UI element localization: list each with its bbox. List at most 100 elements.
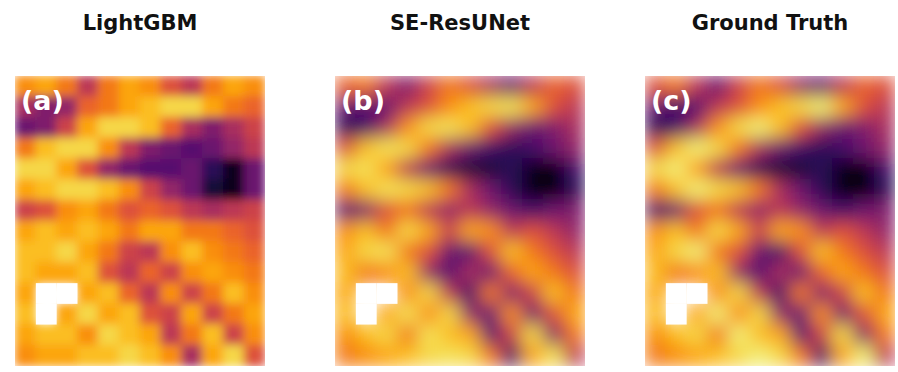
cell (35, 241, 57, 263)
cell (874, 158, 895, 180)
cell (77, 138, 99, 160)
cell (35, 158, 57, 180)
cell (418, 303, 440, 325)
cell (728, 345, 750, 366)
cell (480, 283, 502, 305)
cell (728, 76, 750, 97)
heatmap-cells (335, 76, 585, 366)
cell (543, 324, 565, 346)
cell (522, 345, 544, 366)
cell (811, 158, 833, 180)
cell (645, 117, 666, 139)
cell (770, 96, 792, 118)
cell (564, 283, 585, 305)
cell (564, 76, 585, 97)
cell (397, 221, 419, 243)
cell (770, 303, 792, 325)
cell (645, 283, 666, 305)
nodata-cells (36, 283, 78, 324)
nodata-cells (666, 283, 708, 324)
cell (686, 200, 708, 222)
cell (181, 262, 203, 284)
cell (853, 138, 875, 160)
cell (15, 241, 36, 263)
heatmap-cells (15, 76, 265, 366)
cell (543, 241, 565, 263)
cell (543, 76, 565, 97)
cell (355, 221, 377, 243)
cell (77, 262, 99, 284)
cell (181, 138, 203, 160)
cell (77, 158, 99, 180)
cell (707, 179, 729, 201)
cell (832, 138, 854, 160)
cell (770, 200, 792, 222)
cell (707, 200, 729, 222)
cell (160, 303, 182, 325)
cell (376, 200, 398, 222)
cell (686, 179, 708, 201)
cell (770, 76, 792, 97)
cell (543, 117, 565, 139)
cell (15, 324, 36, 346)
cell (56, 179, 78, 201)
cell (418, 96, 440, 118)
nodata-cell (377, 283, 398, 304)
cell (460, 117, 482, 139)
cell (811, 179, 833, 201)
cell (223, 179, 245, 201)
cell (202, 117, 224, 139)
cell (98, 158, 120, 180)
cell (418, 117, 440, 139)
cell (98, 303, 120, 325)
cell (418, 283, 440, 305)
cell (874, 117, 895, 139)
cell (543, 138, 565, 160)
cell (749, 158, 771, 180)
heatmap-panel (15, 76, 265, 366)
cell (223, 221, 245, 243)
cell (770, 345, 792, 366)
cell (335, 200, 356, 222)
cell (202, 179, 224, 201)
cell (707, 303, 729, 325)
cell (140, 221, 162, 243)
cell (480, 117, 502, 139)
cell (160, 158, 182, 180)
cell (564, 117, 585, 139)
cell (811, 345, 833, 366)
cell (564, 303, 585, 325)
cell (376, 324, 398, 346)
cell (160, 96, 182, 118)
nodata-cell (666, 304, 687, 325)
cell (418, 179, 440, 201)
cell (223, 262, 245, 284)
cell (522, 241, 544, 263)
cell (418, 241, 440, 263)
cell (749, 221, 771, 243)
cell (728, 117, 750, 139)
cell (119, 76, 141, 97)
cell (832, 158, 854, 180)
cell (543, 96, 565, 118)
cell (98, 241, 120, 263)
cell (853, 76, 875, 97)
cell (790, 221, 812, 243)
cell (160, 241, 182, 263)
cell (418, 345, 440, 366)
cell (376, 241, 398, 263)
cell (811, 96, 833, 118)
cell (418, 200, 440, 222)
cell (397, 283, 419, 305)
cell (645, 324, 666, 346)
cell (480, 76, 502, 97)
cell (376, 345, 398, 366)
cell (439, 303, 461, 325)
cell (397, 138, 419, 160)
cell (181, 303, 203, 325)
cell (181, 345, 203, 366)
cell (686, 345, 708, 366)
cell (665, 179, 687, 201)
cell (244, 241, 265, 263)
cell (98, 345, 120, 366)
